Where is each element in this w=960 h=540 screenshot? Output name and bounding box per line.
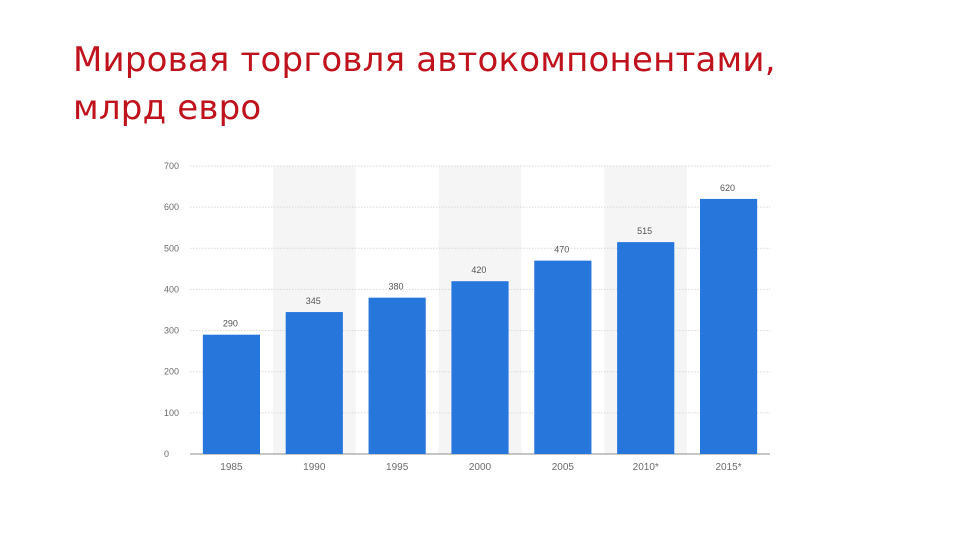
data-label: 620 [720, 183, 735, 193]
data-label: 380 [389, 282, 404, 292]
y-tick-label: 500 [164, 243, 179, 253]
x-tick-label: 1995 [386, 462, 409, 473]
data-label: 345 [306, 296, 321, 306]
bar [534, 260, 592, 454]
chart-canvas: 0 100 200 300 400 500 600 700 290 1985 345 1990 380 1… [164, 161, 770, 473]
y-tick-label: 400 [164, 284, 179, 294]
data-label: 515 [637, 226, 652, 236]
bar [285, 312, 343, 454]
x-tick-label: 1985 [220, 462, 243, 473]
y-tick-label: 300 [164, 326, 179, 336]
title-line-1: Мировая торговля автокомпонентами, [73, 40, 776, 80]
bar [202, 334, 261, 454]
y-tick-label: 100 [164, 408, 179, 418]
bar [451, 281, 509, 454]
x-tick-label: 2010* [633, 462, 659, 473]
y-tick-label: 200 [164, 367, 179, 377]
x-tick-label: 1990 [303, 462, 326, 473]
y-tick-label: 0 [164, 449, 169, 459]
title-line-2: млрд евро [73, 88, 262, 128]
slide-title: Мировая торговля автокомпонентами, млрд … [73, 36, 893, 132]
y-tick-label: 700 [164, 161, 179, 171]
data-label: 290 [223, 319, 238, 329]
data-label: 470 [554, 245, 569, 255]
x-tick-label: 2005 [552, 462, 575, 473]
y-tick-label: 600 [164, 202, 179, 212]
bar [617, 242, 675, 454]
bar [368, 297, 426, 454]
x-tick-label: 2015* [716, 462, 742, 473]
x-tick-label: 2000 [469, 462, 492, 473]
bar [699, 198, 758, 454]
bar-chart: 0 100 200 300 400 500 600 700 290 1985 345 1990 380 1… [150, 150, 790, 490]
data-label: 420 [471, 265, 486, 275]
